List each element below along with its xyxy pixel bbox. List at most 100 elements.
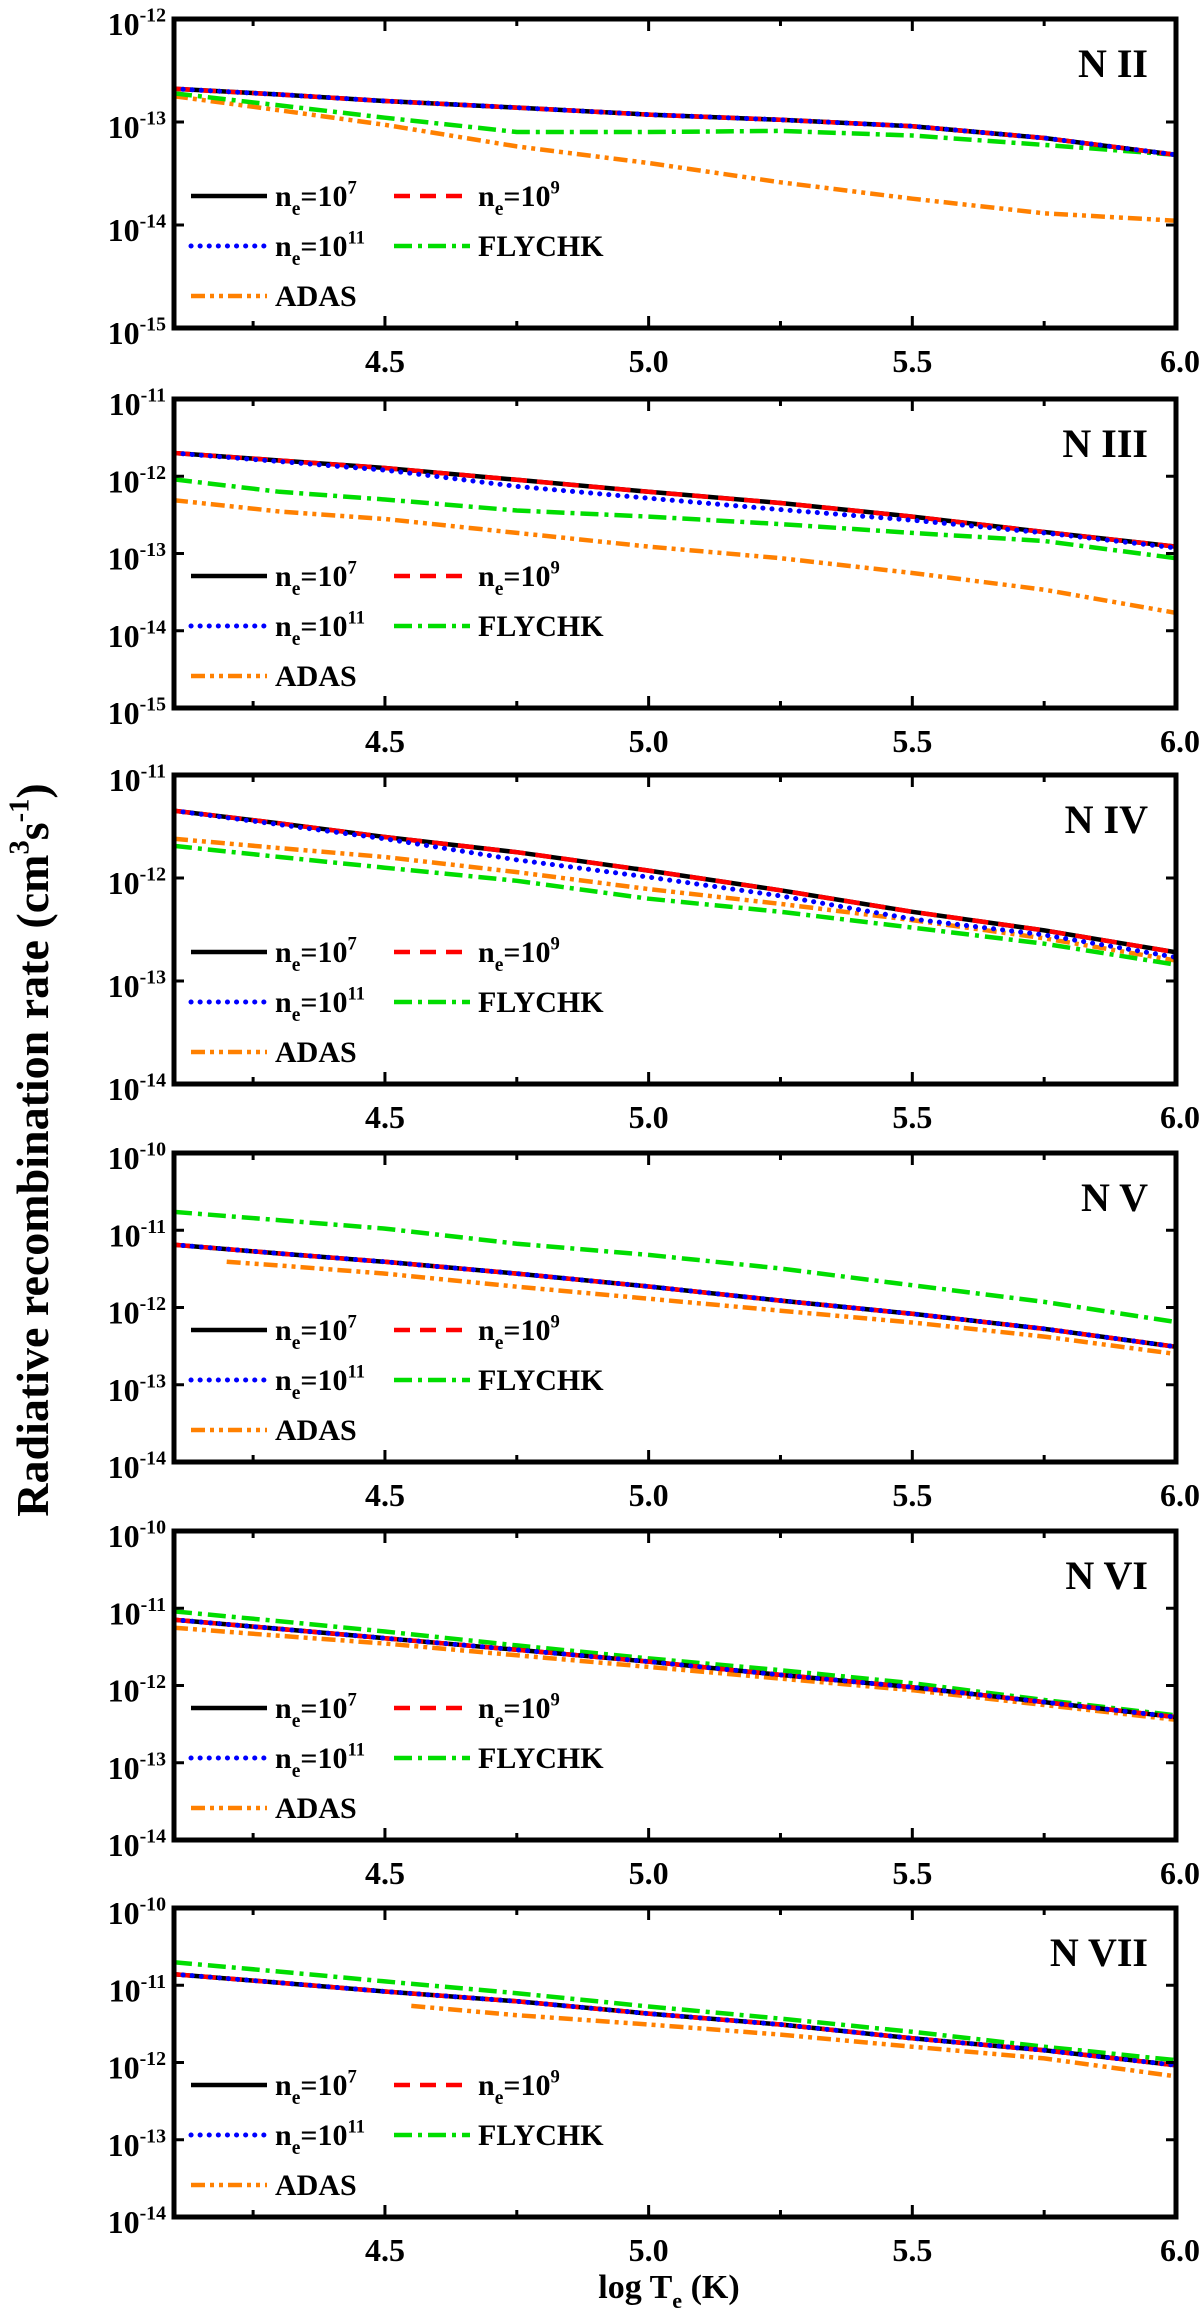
plot-frame	[171, 772, 1179, 1087]
legend-label: ADAS	[275, 2169, 357, 2202]
panel-n-iv: 4.5 5.0 5.5 6.0 10-14​ 10-13​ 10-12​ 10-11​ N IV…	[108, 761, 1200, 1135]
x-tick-label: 4.5	[365, 1855, 405, 1891]
legend-label: ne​=1011​	[275, 1739, 365, 1782]
y-tick-label: 10-14​	[108, 616, 167, 653]
legend-label: ne​=109​	[478, 177, 560, 220]
legend-label: ADAS	[275, 660, 357, 693]
x-tick-label: 5.5	[892, 723, 932, 759]
series-line-adas	[411, 2003, 1176, 2079]
legend-label: ne​=1011​	[275, 2116, 365, 2159]
series-line-flychk	[174, 91, 1176, 158]
legend: ne​=107​ ne​=109​ ne​=1011​ FLYCHK ADAS	[188, 177, 604, 313]
x-tick-label: 6.0	[1160, 1477, 1200, 1513]
series-line-adas	[174, 93, 1176, 223]
y-tick-label: 10-12​	[108, 864, 167, 901]
y-tick-label: 10-13​	[108, 539, 167, 576]
legend: ne​=107​ ne​=109​ ne​=1011​ FLYCHK ADAS	[188, 557, 604, 693]
legend-label: ne​=1011​	[275, 607, 365, 650]
series-line-ne1011	[174, 450, 1176, 551]
x-axis-label: log Te​ (K)	[598, 2269, 739, 2309]
series-line-ne1011	[174, 1617, 1176, 1720]
x-tick-label: 5.0	[629, 723, 669, 759]
legend-label: ADAS	[275, 1036, 357, 1069]
y-tick-label: 10-11​	[109, 761, 166, 798]
legend-label: ne​=1011​	[275, 227, 365, 270]
legend-label: ne​=109​	[478, 933, 560, 976]
x-tick-label: 5.5	[892, 1099, 932, 1135]
y-tick-label: 10-11​	[109, 1216, 166, 1253]
x-tick-label: 4.5	[365, 1099, 405, 1135]
series-line-ne1011	[174, 808, 1176, 960]
x-tick-label: 4.5	[365, 343, 405, 379]
legend-label: ne​=1011​	[275, 983, 365, 1026]
y-tick-label: 10-12​	[108, 5, 167, 42]
x-tick-label: 5.0	[629, 1099, 669, 1135]
x-tick-label: 5.0	[629, 2232, 669, 2268]
legend-label: FLYCHK	[478, 2119, 604, 2152]
series-line-adas	[174, 1625, 1176, 1723]
series-line-ne107	[174, 808, 1176, 955]
legend: ne​=107​ ne​=109​ ne​=1011​ FLYCHK ADAS	[188, 2066, 604, 2202]
legend-label: ne​=109​	[478, 557, 560, 600]
y-tick-label: 10-10​	[108, 1139, 167, 1176]
x-tick-label: 6.0	[1160, 1099, 1200, 1135]
y-tick-label: 10-15​	[108, 694, 167, 731]
plot-frame	[171, 16, 1179, 331]
x-tick-label: 6.0	[1160, 343, 1200, 379]
series-line-adas	[174, 497, 1176, 616]
y-tick-label: 10-10​	[108, 1894, 167, 1931]
y-tick-label: 10-13​	[108, 1748, 167, 1785]
legend-label: ADAS	[275, 280, 357, 313]
legend-label: ne​=109​	[478, 2066, 560, 2109]
legend-label: ne​=107​	[275, 1311, 357, 1354]
y-tick-label: 10-10​	[108, 1517, 167, 1554]
legend-label: ne​=107​	[275, 557, 357, 600]
series-line-ne109	[174, 1971, 1176, 2068]
y-tick-label: 10-13​	[108, 2125, 167, 2162]
legend-label: FLYCHK	[478, 1742, 604, 1775]
panel-title: N IV	[1065, 797, 1148, 842]
legend-label: ADAS	[275, 1792, 357, 1825]
series-line-flychk	[174, 1209, 1176, 1325]
y-tick-label: 10-13​	[108, 1370, 167, 1407]
panel-n-ii: 4.5 5.0 5.5 6.0 10-15​ 10-14​ 10-13​ 10-12​ N II…	[108, 5, 1200, 379]
legend: ne​=107​ ne​=109​ ne​=1011​ FLYCHK ADAS	[188, 933, 604, 1069]
x-tick-label: 5.5	[892, 2232, 932, 2268]
legend-label: FLYCHK	[478, 610, 604, 643]
x-tick-label: 4.5	[365, 1477, 405, 1513]
y-tick-label: 10-11​	[109, 1971, 166, 2008]
legend-label: ne​=109​	[478, 1689, 560, 1732]
x-tick-label: 4.5	[365, 723, 405, 759]
y-tick-label: 10-14​	[108, 2203, 167, 2240]
panel-n-vi: 4.5 5.0 5.5 6.0 10-14​ 10-13​ 10-12​ 10-11​ 10-1…	[108, 1517, 1200, 1891]
legend-label: ne​=107​	[275, 1689, 357, 1732]
series-line-flychk	[174, 1960, 1176, 2063]
x-tick-label: 5.5	[892, 343, 932, 379]
y-tick-label: 10-14​	[108, 1448, 167, 1485]
x-tick-label: 5.0	[629, 1855, 669, 1891]
panel-title: N III	[1062, 421, 1148, 466]
series-line-flychk	[174, 843, 1176, 967]
panel-title: N VII	[1050, 1930, 1148, 1975]
panel-n-iii: 4.5 5.0 5.5 6.0 10-15​ 10-14​ 10-13​ 10-12​ 10-1…	[108, 385, 1200, 759]
legend-label: ne​=1011​	[275, 1361, 365, 1404]
panel-title: N II	[1078, 41, 1148, 86]
y-tick-label: 10-15​	[108, 314, 167, 351]
series-line-flychk	[174, 477, 1176, 561]
legend-label: ne​=109​	[478, 1311, 560, 1354]
legend-label: FLYCHK	[478, 1364, 604, 1397]
series-line-adas	[226, 1259, 1176, 1357]
y-tick-label: 10-11​	[109, 1594, 166, 1631]
panel-n-v: 4.5 5.0 5.5 6.0 10-14​ 10-13​ 10-12​ 10-11​ 10-1…	[108, 1139, 1200, 1513]
panel-title: N VI	[1065, 1553, 1148, 1598]
legend-label: FLYCHK	[478, 230, 604, 263]
series-line-ne1011	[174, 1971, 1176, 2068]
panel-title: N V	[1081, 1175, 1148, 1220]
legend: ne​=107​ ne​=109​ ne​=1011​ FLYCHK ADAS	[188, 1311, 604, 1447]
x-tick-label: 6.0	[1160, 723, 1200, 759]
legend-label: FLYCHK	[478, 986, 604, 1019]
series-line-ne109	[174, 1242, 1176, 1350]
y-tick-label: 10-14​	[108, 1826, 167, 1863]
y-tick-label: 10-12​	[108, 462, 167, 499]
